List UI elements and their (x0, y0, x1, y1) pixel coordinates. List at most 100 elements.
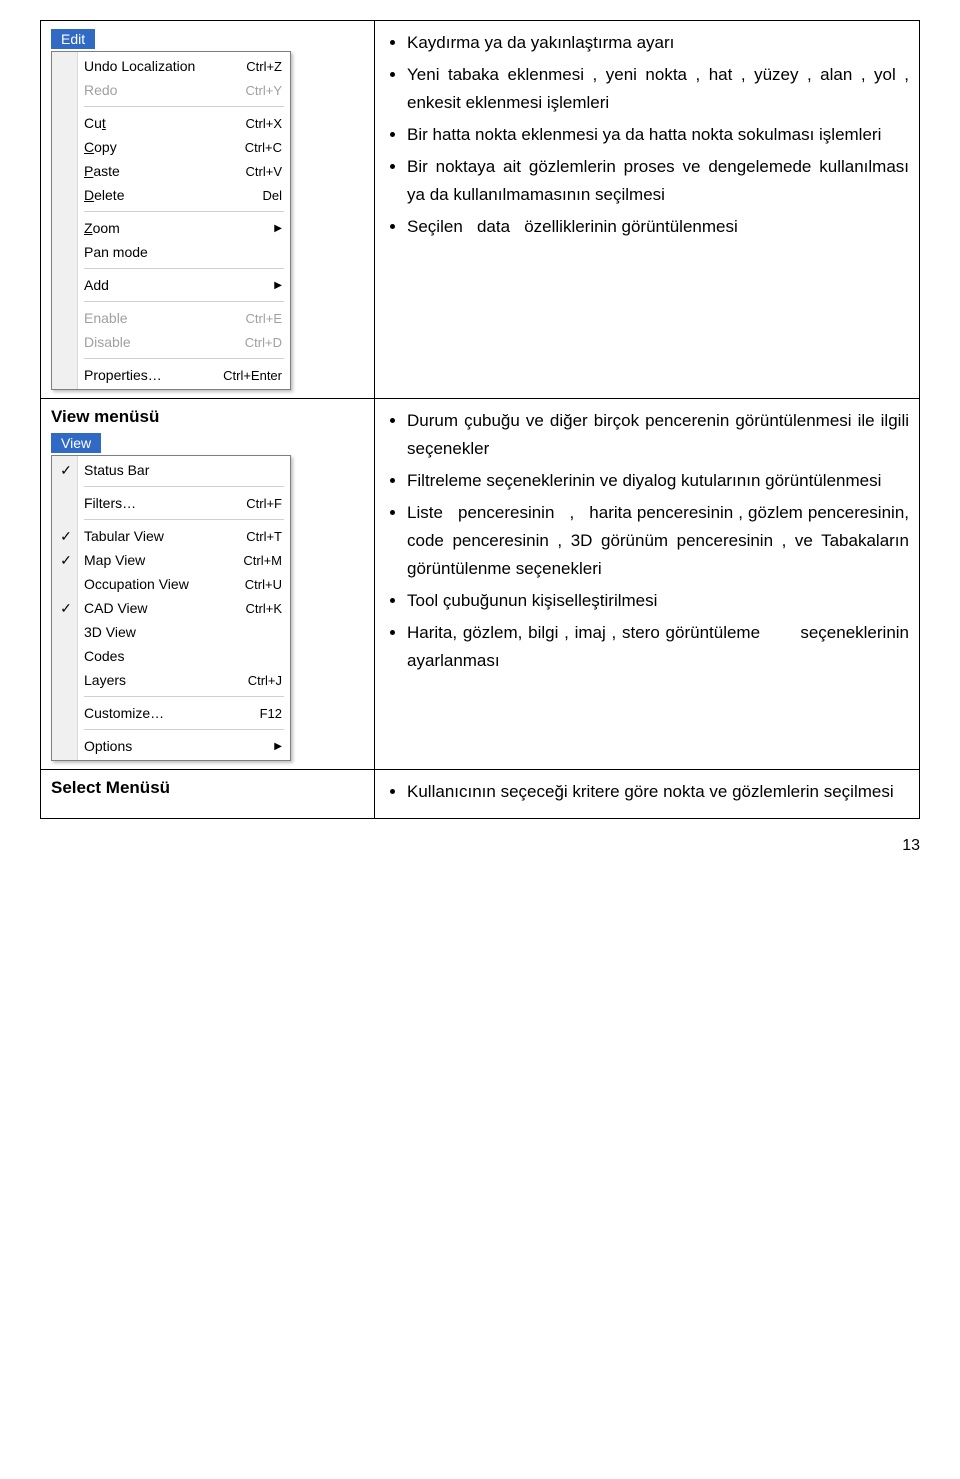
menu-item-label: Customize… (84, 705, 246, 721)
view-menu-separator (84, 486, 284, 487)
menu-shortcut: Ctrl+Z (246, 59, 282, 74)
edit-menu-item: Disable Ctrl+D (78, 330, 290, 354)
menu-item-label: 3D View (84, 624, 282, 640)
menu-item-label: Add (84, 277, 260, 293)
menu-shortcut: Ctrl+V (246, 164, 282, 179)
edit-bullet-list: Kaydırma ya da yakınlaştırma ayarı Yeni t… (385, 29, 909, 241)
edit-menu-separator (84, 268, 284, 269)
check-icon: ✓ (58, 552, 74, 569)
menu-item-label: Filters… (84, 495, 232, 511)
edit-menu-item[interactable]: Cut Ctrl+X (78, 111, 290, 135)
menu-item-label: Status Bar (84, 462, 282, 478)
submenu-arrow-icon: ▶ (274, 223, 282, 234)
edit-bullet: Yeni tabaka eklenmesi , yeni nokta , hat… (407, 61, 909, 117)
view-menu-panel: ✓Status BarFilters…Ctrl+F✓Tabular ViewCt… (51, 455, 291, 761)
menu-item-label: Zoom (84, 220, 260, 236)
menu-item-label: Undo Localization (84, 58, 232, 74)
submenu-arrow-icon: ▶ (274, 280, 282, 291)
menu-item-label: Pan mode (84, 244, 282, 260)
menu-shortcut: Ctrl+E (246, 311, 282, 326)
edit-bullet: Bir noktaya ait gözlemlerin proses ve de… (407, 153, 909, 209)
edit-menu-separator (84, 211, 284, 212)
menu-item-label: Codes (84, 648, 282, 664)
edit-menu-separator (84, 106, 284, 107)
menu-item-label: Enable (84, 310, 232, 326)
menu-item-label: Occupation View (84, 576, 231, 592)
row-edit: Edit Undo LocalizationCtrl+ZRedoCtrl+YCu… (41, 21, 920, 399)
view-menu-item[interactable]: Options ▶ (78, 734, 290, 758)
view-menu-item[interactable]: Filters… Ctrl+F (78, 491, 290, 515)
view-menu-item[interactable]: ✓CAD ViewCtrl+K (78, 596, 290, 620)
edit-menu-item[interactable]: Copy Ctrl+C (78, 135, 290, 159)
view-bullet: Harita, gözlem, bilgi , imaj , stero gör… (407, 619, 909, 675)
view-heading: View menüsü (51, 407, 364, 427)
edit-menu-separator (84, 358, 284, 359)
edit-menu-cell: Edit Undo LocalizationCtrl+ZRedoCtrl+YCu… (41, 21, 375, 399)
menu-item-label: Copy (84, 139, 231, 155)
menu-item-label: Delete (84, 187, 248, 203)
document-table: Edit Undo LocalizationCtrl+ZRedoCtrl+YCu… (40, 20, 920, 819)
view-menu-item[interactable]: Codes (78, 644, 290, 668)
edit-menu-item[interactable]: Zoom ▶ (78, 216, 290, 240)
menu-shortcut: Ctrl+T (246, 529, 282, 544)
page-number: 13 (40, 837, 920, 855)
edit-bullet: Bir hatta nokta eklenmesi ya da hatta no… (407, 121, 909, 149)
menu-item-label: Redo (84, 82, 232, 98)
row-select: Select Menüsü Kullanıcının seçeceği krit… (41, 770, 920, 819)
view-desc-cell: Durum çubuğu ve diğer birçok pencerenin … (375, 399, 920, 770)
edit-bullet: Kaydırma ya da yakınlaştırma ayarı (407, 29, 909, 57)
menu-shortcut: F12 (260, 706, 282, 721)
view-menu-item[interactable]: ✓Status Bar (78, 458, 290, 482)
menu-item-label: Layers (84, 672, 234, 688)
menu-shortcut: Ctrl+M (243, 553, 282, 568)
view-menu-item[interactable]: Customize… F12 (78, 701, 290, 725)
view-bullet: Liste penceresinin , harita penceresinin… (407, 499, 909, 583)
menu-item-label: Disable (84, 334, 231, 350)
edit-menu-separator (84, 301, 284, 302)
edit-menu-items: Undo LocalizationCtrl+ZRedoCtrl+YCutCtrl… (78, 52, 290, 389)
menu-shortcut: Ctrl+D (245, 335, 282, 350)
menu-shortcut: Ctrl+Enter (223, 368, 282, 383)
select-desc-cell: Kullanıcının seçeceği kritere göre nokta… (375, 770, 920, 819)
view-bullet: Filtreleme seçeneklerinin ve diyalog kut… (407, 467, 909, 495)
view-menu-item[interactable]: ✓Tabular ViewCtrl+T (78, 524, 290, 548)
menu-shortcut: Ctrl+X (246, 116, 282, 131)
menu-item-label: Map View (84, 552, 229, 568)
edit-bullet: Seçilen data özelliklerinin görüntülenme… (407, 213, 909, 241)
view-menu-label[interactable]: View (51, 433, 101, 453)
edit-menu-item[interactable]: DeleteDel (78, 183, 290, 207)
view-menu-item[interactable]: 3D View (78, 620, 290, 644)
view-menu-item[interactable]: ✓Map ViewCtrl+M (78, 548, 290, 572)
submenu-arrow-icon: ▶ (274, 741, 282, 752)
menu-item-label: Properties… (84, 367, 209, 383)
view-menu-cell: View menüsü View ✓Status BarFilters…Ctrl… (41, 399, 375, 770)
edit-desc-cell: Kaydırma ya da yakınlaştırma ayarı Yeni t… (375, 21, 920, 399)
edit-menu-item[interactable]: Pan mode (78, 240, 290, 264)
view-bullet: Durum çubuğu ve diğer birçok pencerenin … (407, 407, 909, 463)
view-menu-items: ✓Status BarFilters…Ctrl+F✓Tabular ViewCt… (78, 456, 290, 760)
menu-shortcut: Ctrl+U (245, 577, 282, 592)
row-view: View menüsü View ✓Status BarFilters…Ctrl… (41, 399, 920, 770)
menu-shortcut: Ctrl+F (246, 496, 282, 511)
menu-item-label: Cut (84, 115, 232, 131)
view-menu-item[interactable]: Layers Ctrl+J (78, 668, 290, 692)
menu-item-label: Tabular View (84, 528, 232, 544)
menu-shortcut: Ctrl+J (248, 673, 282, 688)
check-icon: ✓ (58, 600, 74, 617)
menu-shortcut: Ctrl+C (245, 140, 282, 155)
edit-menu-item[interactable]: Add ▶ (78, 273, 290, 297)
edit-menu-label[interactable]: Edit (51, 29, 95, 49)
menu-item-label: Paste (84, 163, 232, 179)
view-bullet: Tool çubuğunun kişiselleştirilmesi (407, 587, 909, 615)
edit-menu-item[interactable]: Undo Localization Ctrl+Z (78, 54, 290, 78)
check-icon: ✓ (58, 462, 74, 479)
view-bullet-list: Durum çubuğu ve diğer birçok pencerenin … (385, 407, 909, 675)
view-menu-item[interactable]: Occupation View Ctrl+U (78, 572, 290, 596)
select-bullet: Kullanıcının seçeceği kritere göre nokta… (407, 778, 909, 806)
edit-menu-item[interactable]: Paste Ctrl+V (78, 159, 290, 183)
view-menu-separator (84, 729, 284, 730)
edit-menu-item[interactable]: Properties… Ctrl+Enter (78, 363, 290, 387)
view-menu-separator (84, 696, 284, 697)
menu-item-label: Options (84, 738, 260, 754)
edit-menu-item: Enable Ctrl+E (78, 306, 290, 330)
